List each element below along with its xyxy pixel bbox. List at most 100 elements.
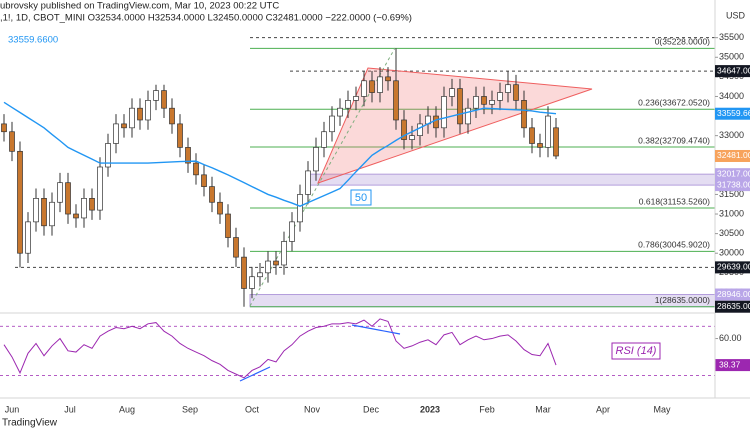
- candle-body: [185, 147, 191, 164]
- price-label: 28635.00: [717, 301, 750, 311]
- ma-label-box: [350, 189, 372, 206]
- candle-body: [217, 201, 223, 215]
- rsi-value-bg: [715, 359, 750, 372]
- candle-body: [177, 123, 183, 148]
- candle-body: [441, 96, 447, 129]
- fib-label: 0.236(33672.0520): [638, 98, 710, 108]
- price-label-bg: [715, 288, 750, 301]
- x-tick-label: May: [653, 404, 671, 414]
- candle-body: [361, 80, 367, 97]
- price-label-bg: [715, 179, 750, 192]
- candle-body: [321, 131, 327, 148]
- candle-body: [409, 135, 415, 140]
- candle-body: [65, 182, 71, 215]
- candle-body: [377, 76, 383, 93]
- candle-body: [353, 96, 359, 101]
- candle-body: [465, 107, 471, 125]
- candle-body: [297, 194, 303, 223]
- candle-body: [49, 201, 55, 227]
- candle-body: [81, 198, 87, 219]
- candle-body: [329, 115, 335, 133]
- x-tick-label: Dec: [363, 404, 380, 414]
- candle-body: [401, 119, 407, 140]
- rsi-label-box: [611, 342, 661, 360]
- candle-body: [505, 84, 511, 93]
- candle-body: [105, 143, 111, 168]
- ma-value: 33559.6600: [8, 35, 58, 46]
- candle-body: [161, 90, 167, 109]
- price-label: 29639.00: [717, 262, 750, 272]
- fib-label: 0.786(30045.9020): [638, 240, 710, 250]
- footer: TradingView: [2, 418, 58, 429]
- currency: USD: [726, 10, 746, 20]
- candle-body: [457, 88, 463, 125]
- candle-body: [137, 107, 143, 121]
- rsi-tick-label: 60.00: [719, 333, 742, 343]
- candle-body: [201, 174, 207, 187]
- candle-body: [169, 107, 175, 125]
- candle-body: [9, 131, 15, 152]
- candle-body: [113, 123, 119, 144]
- y-tick-label: 34000: [719, 91, 744, 101]
- zone: [249, 294, 716, 308]
- candle-body: [537, 143, 543, 148]
- x-tick-label: Nov: [304, 404, 321, 414]
- candle-body: [337, 107, 343, 117]
- candle-body: [281, 241, 287, 266]
- fib-label: 1(28635.0000): [655, 295, 710, 305]
- x-tick-label: Sep: [182, 404, 198, 414]
- price-label: 31738.00: [717, 179, 750, 189]
- zone: [309, 173, 716, 186]
- candle-body: [33, 198, 39, 223]
- price-label: 32481.00: [717, 150, 750, 160]
- price-label: 34647.00: [717, 65, 750, 75]
- candle-body: [393, 80, 399, 121]
- fib-label: 0.382(32709.4740): [638, 135, 710, 145]
- ma-line: [3, 101, 557, 207]
- price-label: 33559.66: [717, 108, 750, 118]
- candle-body: [481, 96, 487, 105]
- candle-body: [1, 123, 7, 133]
- price-label-bg: [715, 65, 750, 78]
- candle-body: [209, 186, 215, 203]
- candle-body: [17, 150, 23, 254]
- ma-name: 50: [355, 192, 367, 204]
- candle-body: [449, 88, 455, 97]
- x-tick-label: Feb: [479, 404, 495, 414]
- candle-body: [25, 221, 31, 254]
- y-tick-label: 30000: [719, 248, 744, 258]
- y-tick-label: 30500: [719, 228, 744, 238]
- candle-body: [89, 198, 95, 211]
- rsi-trend-line: [239, 366, 271, 382]
- price-label-bg: [715, 300, 750, 313]
- fib-label: 0.618(31153.5260): [639, 196, 710, 206]
- candle-body: [145, 100, 151, 121]
- candle-body: [249, 276, 255, 289]
- candle-body: [273, 260, 279, 266]
- candle-body: [265, 260, 271, 274]
- candle-body: [289, 221, 295, 242]
- candle-body: [529, 127, 535, 144]
- x-tick-label: Oct: [245, 404, 260, 414]
- price-label-bg: [715, 149, 750, 162]
- x-tick-label: 2023: [420, 404, 440, 414]
- candle-body: [497, 92, 503, 101]
- header-ohlc: ,1!, 1D, CBOT_MINI O32534.0000 H32534.00…: [0, 13, 412, 24]
- price-label: 28946.00: [717, 289, 750, 299]
- candle-body: [345, 100, 351, 109]
- y-tick-label: 31500: [719, 189, 744, 199]
- x-tick-label: Jun: [5, 404, 20, 414]
- rsi-name: RSI (14): [616, 345, 657, 357]
- candle-body: [433, 115, 439, 129]
- candle-body: [417, 123, 423, 136]
- candle-body: [233, 237, 239, 258]
- price-label-bg: [715, 107, 750, 120]
- candle-body: [97, 166, 103, 211]
- candle-body: [193, 162, 199, 176]
- price-label-bg: [715, 261, 750, 274]
- candle-body: [153, 90, 159, 101]
- candle-body: [473, 96, 479, 109]
- candle-body: [385, 76, 391, 82]
- y-tick-label: 35000: [719, 52, 744, 62]
